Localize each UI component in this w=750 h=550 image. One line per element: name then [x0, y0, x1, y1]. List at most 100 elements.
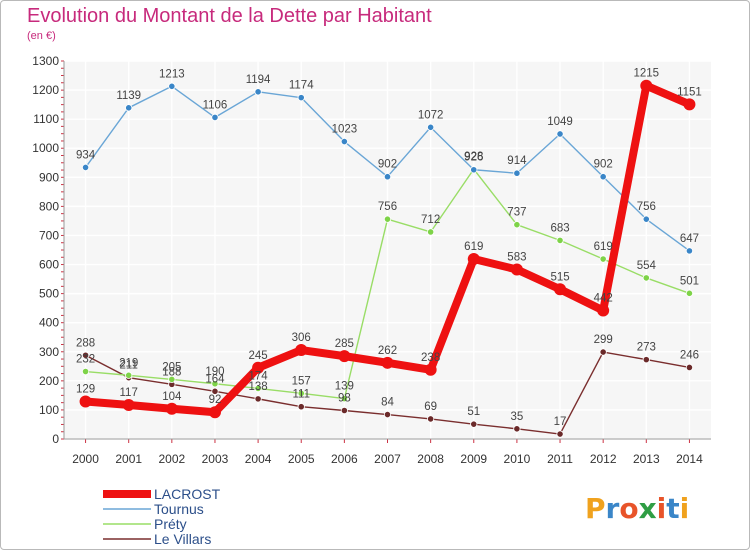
data-label-pr-ty: 219 [119, 357, 138, 369]
x-tick-label: 2002 [158, 452, 185, 466]
y-tick-label: 700 [39, 228, 59, 242]
data-point-le-villars [685, 363, 694, 372]
data-label-lacrost: 583 [507, 251, 526, 263]
data-point-tournus [470, 166, 478, 174]
x-tick-label: 2001 [115, 452, 142, 466]
data-label-le-villars: 69 [424, 401, 437, 413]
y-tick-label: 1300 [32, 54, 59, 68]
data-point-tournus [254, 88, 262, 96]
x-tick-label: 2005 [288, 452, 315, 466]
x-tick-label: 2011 [547, 452, 573, 466]
data-label-tournus: 1139 [116, 90, 141, 102]
data-point-lacrost [295, 344, 308, 357]
data-point-lacrost [683, 98, 696, 111]
data-point-pr-ty [599, 255, 607, 263]
data-label-tournus: 1049 [547, 116, 573, 128]
data-label-tournus: 1213 [159, 68, 185, 80]
data-point-lacrost [597, 304, 610, 317]
x-tick-label: 2000 [72, 452, 99, 466]
data-label-pr-ty: 501 [680, 275, 699, 287]
data-point-le-villars [254, 395, 262, 403]
x-tick-label: 2013 [633, 452, 660, 466]
series-pr-ty [81, 165, 694, 403]
data-label-tournus: 1174 [289, 80, 314, 92]
data-point-le-villars [211, 387, 219, 395]
data-point-lacrost [252, 361, 265, 374]
data-label-pr-ty: 174 [249, 370, 269, 382]
x-tick-label: 2007 [374, 452, 401, 466]
data-label-pr-ty: 619 [594, 241, 613, 253]
y-tick-label: 600 [39, 258, 59, 272]
data-point-pr-ty [211, 380, 219, 388]
y-tick-label: 1100 [33, 112, 59, 126]
data-point-tournus [427, 123, 435, 131]
data-point-tournus [556, 130, 564, 138]
data-point-pr-ty [168, 375, 176, 383]
data-label-tournus: 914 [507, 155, 527, 167]
data-label-tournus: 926 [464, 152, 483, 164]
data-label-le-villars: 84 [381, 397, 394, 409]
data-label-lacrost: 442 [594, 292, 613, 304]
y-tick-label: 1000 [32, 141, 59, 155]
series-le-villars [81, 348, 694, 438]
data-label-lacrost: 1151 [677, 86, 702, 98]
data-label-lacrost: 1215 [634, 68, 660, 80]
x-tick-label: 2012 [590, 452, 617, 466]
data-label-le-villars: 299 [594, 334, 613, 346]
data-label-pr-ty: 756 [378, 201, 397, 213]
data-point-lacrost [165, 402, 178, 415]
y-tick-label: 200 [39, 374, 59, 388]
data-label-le-villars: 98 [338, 393, 351, 405]
data-point-lacrost [554, 283, 567, 296]
data-point-tournus [211, 113, 219, 122]
data-label-le-villars: 17 [554, 416, 567, 428]
data-label-tournus: 1106 [203, 99, 228, 111]
data-label-tournus: 1072 [418, 109, 444, 121]
x-tick-label: 2004 [245, 452, 272, 466]
data-label-le-villars: 111 [292, 389, 309, 401]
data-point-tournus [642, 215, 650, 223]
data-label-lacrost: 515 [550, 271, 569, 283]
x-tick-label: 2010 [504, 452, 531, 466]
legend-label-pr-ty: Préty [154, 516, 187, 532]
data-point-pr-ty [427, 228, 435, 236]
data-point-tournus [168, 82, 176, 90]
data-point-le-villars [513, 425, 521, 433]
data-label-pr-ty: 737 [507, 207, 526, 219]
legend-label-lacrost: LACROST [154, 486, 221, 502]
y-tick-label: 1200 [32, 83, 59, 97]
data-point-pr-ty [125, 371, 133, 379]
data-label-lacrost: 117 [120, 387, 138, 399]
data-label-lacrost: 92 [209, 394, 222, 406]
data-label-pr-ty: 712 [421, 214, 440, 226]
data-label-le-villars: 35 [511, 411, 524, 423]
data-point-le-villars [427, 415, 435, 423]
data-point-lacrost [381, 356, 394, 369]
data-label-pr-ty: 190 [205, 366, 224, 378]
data-label-le-villars: 188 [162, 366, 181, 378]
data-label-lacrost: 285 [335, 338, 354, 350]
legend-label-le-villars: Le Villars [154, 531, 211, 547]
data-point-le-villars [599, 348, 607, 356]
data-label-le-villars: 138 [249, 381, 268, 393]
data-label-lacrost: 245 [249, 350, 268, 362]
data-point-pr-ty [383, 215, 392, 223]
y-tick-label: 100 [39, 403, 59, 417]
data-point-tournus [125, 104, 133, 112]
data-point-le-villars [470, 420, 478, 428]
data-point-pr-ty [556, 236, 564, 245]
data-label-le-villars: 273 [637, 342, 656, 354]
data-point-tournus [685, 247, 694, 255]
data-point-lacrost [467, 253, 480, 266]
data-point-le-villars [340, 406, 348, 415]
data-point-tournus [599, 173, 607, 181]
series-tournus [81, 82, 694, 255]
x-tick-label: 2008 [417, 452, 444, 466]
series-lacrost [79, 79, 696, 419]
x-tick-label: 2009 [460, 452, 487, 466]
data-point-pr-ty [340, 394, 348, 403]
data-label-tournus: 647 [680, 233, 699, 245]
data-label-pr-ty: 205 [162, 361, 181, 373]
